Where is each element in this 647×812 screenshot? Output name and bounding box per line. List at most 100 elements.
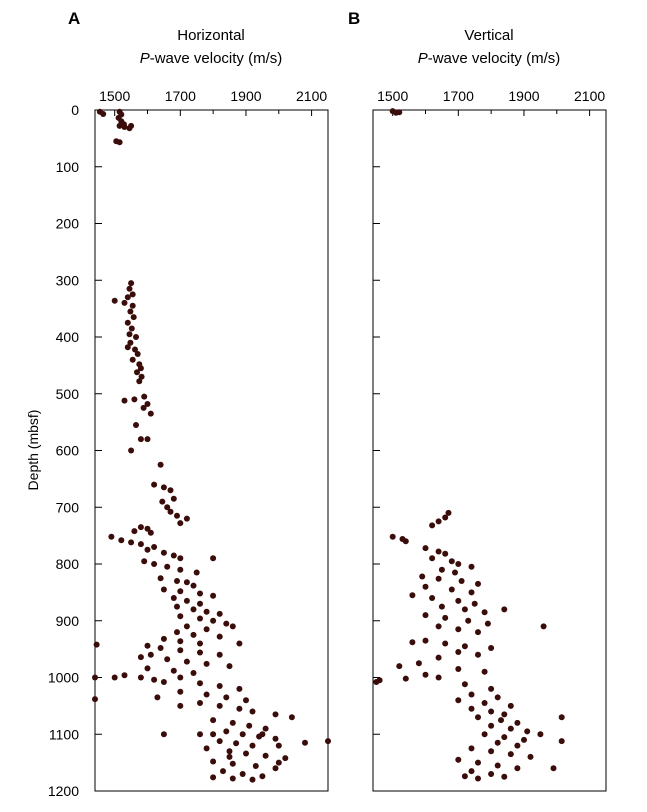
panel-a-data-point (136, 378, 143, 385)
panel-a-data-point (197, 590, 203, 597)
panel-a-y-tick-label: 400 (56, 329, 80, 345)
panel-b-data-point (455, 626, 462, 633)
panel-a-data-point (151, 676, 158, 683)
panel-b-data-point (475, 714, 481, 721)
panel-a-data-point (141, 558, 148, 565)
panel-b-data-point (488, 722, 495, 729)
panel-b-data-point (402, 538, 409, 545)
panel-b-data-point (452, 569, 458, 576)
panel-b-data-point (445, 509, 452, 516)
panel-a-data-point (210, 731, 217, 738)
panel-a-data-point (177, 555, 184, 562)
panel-a-data-point (134, 369, 140, 376)
panel-a-y-tick-label: 200 (56, 216, 80, 232)
panel-a-data-point (183, 658, 190, 665)
panel-b-data-point (396, 109, 403, 116)
panel-b-data-point (429, 522, 436, 529)
panel-b-title-rest: -wave velocity (m/s) (428, 50, 561, 67)
panel-a-data-point (203, 745, 210, 752)
panel-a-data-point (210, 717, 217, 724)
panel-b-data-point (501, 734, 508, 741)
panel-b-data-point (461, 643, 468, 650)
panel-a-data-point (151, 561, 158, 567)
panel-b-data-point (488, 708, 495, 715)
panel-a-data-point (128, 280, 135, 287)
panel-b-data-point (475, 629, 481, 636)
panel-a-data-point (239, 731, 246, 738)
panel-a-y-tick-label: 700 (56, 499, 80, 515)
panel-a-data-point (259, 731, 266, 738)
panel-b-data-point (422, 637, 429, 644)
panel-b-data-point (507, 702, 514, 709)
panel-a-data-point (137, 524, 144, 531)
panel-b-data-point (501, 606, 508, 613)
panel-b-data-point (409, 592, 416, 599)
panel-b-data-point (458, 578, 465, 584)
panel-b-data-point (442, 550, 449, 557)
panel-a-data-point (177, 688, 184, 695)
panel-b-data-point (468, 589, 475, 596)
panel-b-data-point (468, 705, 475, 712)
panel-a-data-point (127, 308, 134, 315)
panel-b-x-tick-label: 1900 (508, 88, 539, 104)
panel-a-data-point (137, 365, 144, 372)
panel-a-data-point (160, 635, 167, 642)
panel-a-data-point (252, 763, 259, 769)
panel-b-data-point (396, 663, 403, 670)
panel-b-data-point (521, 736, 527, 743)
panel-a-data-point (154, 694, 161, 701)
panel-a-data-point (183, 515, 190, 522)
panel-b-data-point (461, 681, 468, 688)
panel-a-data-point (140, 404, 147, 411)
panel-b-data-point (455, 666, 462, 672)
panel-a-data-point (246, 722, 253, 729)
panel-a-data-point (128, 447, 135, 454)
panel-a-data-point (226, 753, 233, 760)
panel-a-y-tick-label: 800 (56, 556, 80, 572)
panel-a-data-point (275, 759, 282, 766)
panel-a-data-point (121, 299, 128, 306)
panel-b-data-point (524, 728, 531, 735)
panel-a-data-point (151, 481, 158, 488)
panel-a-data-point (216, 702, 223, 709)
panel-a-data-point (216, 610, 223, 617)
panel-b-data-point (507, 751, 514, 758)
panel-b-data-point (494, 694, 501, 701)
panel-b-data-point (501, 773, 508, 780)
panel-a-data-point (239, 771, 246, 777)
panel-a-data-point (174, 578, 180, 584)
panel-a-y-tick-label: 1200 (48, 783, 79, 799)
panel-a-data-point (282, 755, 289, 762)
panel-a-data-point (93, 641, 100, 648)
panel-a-y-tick-label: 500 (56, 386, 80, 402)
panel-b-data-point (429, 555, 436, 562)
panel-b-data-point (415, 660, 422, 667)
panel-a-data-point (127, 339, 134, 346)
panel-b-title-line2: P-wave velocity (m/s) (418, 50, 561, 67)
panel-b-data-point (455, 597, 462, 604)
panel-a-data-point (116, 139, 123, 146)
panel-b-letter: B (348, 9, 360, 28)
panel-b-data-point (475, 775, 481, 782)
panel-a-data-point (159, 498, 166, 505)
panel-b-data-point (484, 620, 491, 627)
panel-a-y-tick-label: 0 (71, 102, 79, 118)
panel-a-data-point (249, 742, 256, 749)
panel-a-data-point (216, 651, 223, 658)
panel-b-data-point (422, 583, 429, 590)
panel-a-data-point (160, 586, 167, 593)
panel-a-data-point (272, 765, 279, 772)
panel-a-data-point (275, 742, 282, 749)
panel-a-data-point (160, 731, 167, 738)
panel-a-x-tick-label: 1900 (230, 88, 261, 104)
panel-a-data-point (216, 683, 223, 689)
panel-a-data-point (325, 738, 331, 745)
panel-a-x-tick-label: 1500 (99, 88, 130, 104)
panel-a-data-point (137, 674, 144, 681)
panel-b-data-point (455, 756, 462, 763)
panel-a-data-point (177, 520, 184, 527)
panel-b-data-point (550, 765, 557, 772)
panel-b-data-point (488, 685, 495, 692)
panel-b-data-point (435, 623, 442, 630)
panel-a-data-point (302, 739, 308, 746)
